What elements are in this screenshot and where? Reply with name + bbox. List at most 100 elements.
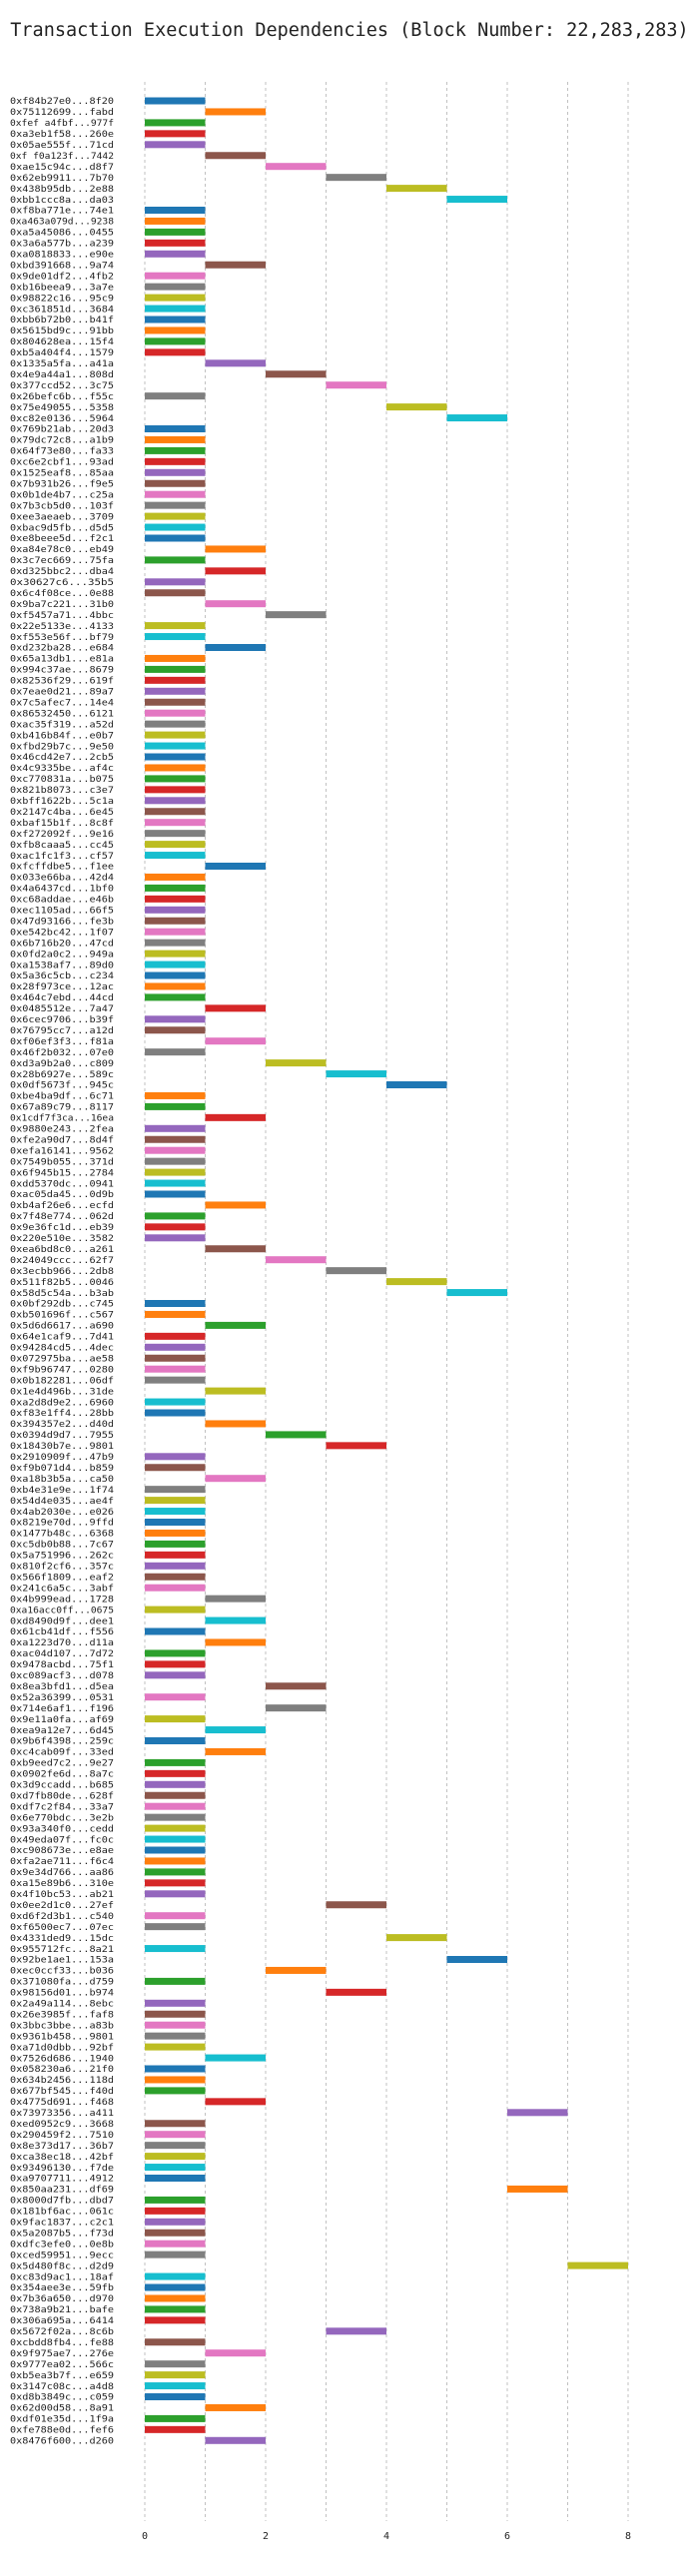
y-tick-label: 0x7eae0d21...89a7 [10, 687, 114, 698]
x-tick-label: 8 [625, 2531, 631, 2542]
y-tick-label: 0xca38ec18...42bf [10, 2152, 114, 2163]
bar [145, 950, 206, 958]
bar [145, 709, 206, 717]
y-tick-label: 0x75112699...fabd [10, 107, 114, 118]
y-tick-label: 0xb5ea3b7f...e659 [10, 2370, 114, 2381]
y-tick-label: 0x1cdf7f3ca...16ea [10, 1113, 114, 1124]
bar [205, 1616, 266, 1624]
bar [205, 2054, 266, 2062]
y-tick-label: 0x464c7ebd...44cd [10, 992, 114, 1003]
y-tick-label: 0xb4e31e9e...1f74 [10, 1485, 115, 1496]
bar [145, 141, 206, 149]
y-tick-label: 0xefa16141...9562 [10, 1145, 114, 1156]
bar [266, 1059, 327, 1067]
y-tick-label: 0x0902fe6d...8a7c [10, 1769, 114, 1780]
bar [386, 1081, 447, 1088]
bar [145, 786, 206, 794]
bar [145, 1365, 206, 1373]
bar [145, 1091, 206, 1099]
y-tick-label: 0x65a13db1...e81a [10, 654, 114, 665]
bar [145, 961, 206, 968]
bar [145, 1146, 206, 1154]
bar [326, 1070, 386, 1078]
y-tick-label: 0x5615bd9c...91bb [10, 325, 114, 336]
bar [145, 1376, 206, 1384]
bar [145, 742, 206, 750]
bar [145, 906, 206, 914]
bar [145, 1923, 206, 1931]
y-tick-label: 0x3147c08c...a4d8 [10, 2381, 114, 2392]
bar [145, 130, 206, 138]
bar [145, 1168, 206, 1176]
y-tick-label: 0xc6e2cbf1...93ad [10, 457, 114, 468]
y-tick-label: 0xe542bc42...1f07 [10, 927, 114, 938]
bar [266, 1431, 327, 1439]
bar [145, 1758, 206, 1766]
bar [145, 665, 206, 673]
bar [507, 2109, 568, 2117]
chart-title: Transaction Execution Dependencies (Bloc… [10, 20, 689, 41]
bar [205, 1245, 266, 1253]
bar [145, 305, 206, 313]
y-tick-label: 0x1525eaf8...85aa [10, 468, 114, 479]
bar [145, 1780, 206, 1788]
bar [145, 534, 206, 542]
y-tick-label: 0x9361b458...9801 [10, 2031, 114, 2042]
bar [326, 1442, 386, 1450]
bar [145, 1310, 206, 1318]
y-tick-label: 0xc5db0b88...7c67 [10, 1540, 114, 1551]
y-tick-label: 0x9777ea02...566c [10, 2359, 114, 2370]
y-tick-label: 0x3d9ccadd...b685 [10, 1780, 114, 1791]
y-tick-label: 0xb5a404f4...1579 [10, 347, 114, 358]
y-tick-label: 0x850aa231...df69 [10, 2185, 114, 2196]
y-tick-label: 0x8476f600...d260 [10, 2436, 114, 2447]
y-tick-label: 0xb416b84f...e0b7 [10, 730, 114, 741]
bar [145, 1026, 206, 1034]
bar [145, 2229, 206, 2237]
bar [205, 108, 266, 116]
bar [145, 1179, 206, 1187]
y-tick-label: 0x4e9a44a1...808d [10, 369, 114, 380]
y-tick-label: 0xf9b071d4...b859 [10, 1463, 114, 1474]
y-tick-label: 0x5672f02a...8c6b [10, 2326, 114, 2337]
y-tick-label: 0xfcffdbe5...f1ee [10, 862, 114, 873]
y-tick-label: 0xd8490d9f...dee1 [10, 1615, 114, 1626]
bar [145, 1102, 206, 1110]
y-tick-label: 0xfb8caaa5...cc45 [10, 840, 114, 851]
bar [145, 217, 206, 225]
y-tick-label: 0x73973356...a411 [10, 2108, 114, 2119]
y-tick-label: 0xc82e0136...5964 [10, 413, 115, 424]
bar [145, 1573, 206, 1581]
bar [145, 895, 206, 903]
bar [145, 2283, 206, 2291]
y-tick-label: 0xc361851d...3684 [10, 304, 115, 315]
y-tick-label: 0x18430b7e...9801 [10, 1441, 114, 1452]
bar [145, 2414, 206, 2422]
bar [145, 2218, 206, 2226]
bar [145, 2164, 206, 2172]
bar [205, 1638, 266, 1646]
bar [145, 2153, 206, 2161]
y-tick-label: 0x7526d686...1940 [10, 2053, 114, 2064]
bar [145, 1135, 206, 1143]
bar [326, 381, 386, 389]
bar [145, 1912, 206, 1920]
y-tick-label: 0x26e3985f...faf8 [10, 2009, 114, 2020]
y-tick-label: 0xec0ccf33...b036 [10, 1966, 114, 1977]
bar [145, 2382, 206, 2390]
bar [145, 490, 206, 498]
y-tick-label: 0x47d93166...fe3b [10, 916, 114, 927]
y-tick-label: 0xbe4ba9df...6c71 [10, 1091, 114, 1102]
y-tick-label: 0x82536f29...619f [10, 676, 114, 687]
bar [145, 654, 206, 662]
bar [145, 425, 206, 432]
bar [205, 1113, 266, 1121]
bar [145, 633, 206, 641]
bar [145, 1551, 206, 1559]
y-tick-label: 0xd325bbc2...dba4 [10, 566, 115, 577]
y-tick-label: 0xe8beee5d...f2c1 [10, 533, 114, 544]
y-tick-label: 0x9880e243...2fea [10, 1124, 114, 1135]
y-tick-label: 0x5a36c5cb...c234 [10, 970, 115, 981]
y-tick-label: 0xa5a45086...0455 [10, 228, 114, 239]
bar [266, 611, 327, 619]
